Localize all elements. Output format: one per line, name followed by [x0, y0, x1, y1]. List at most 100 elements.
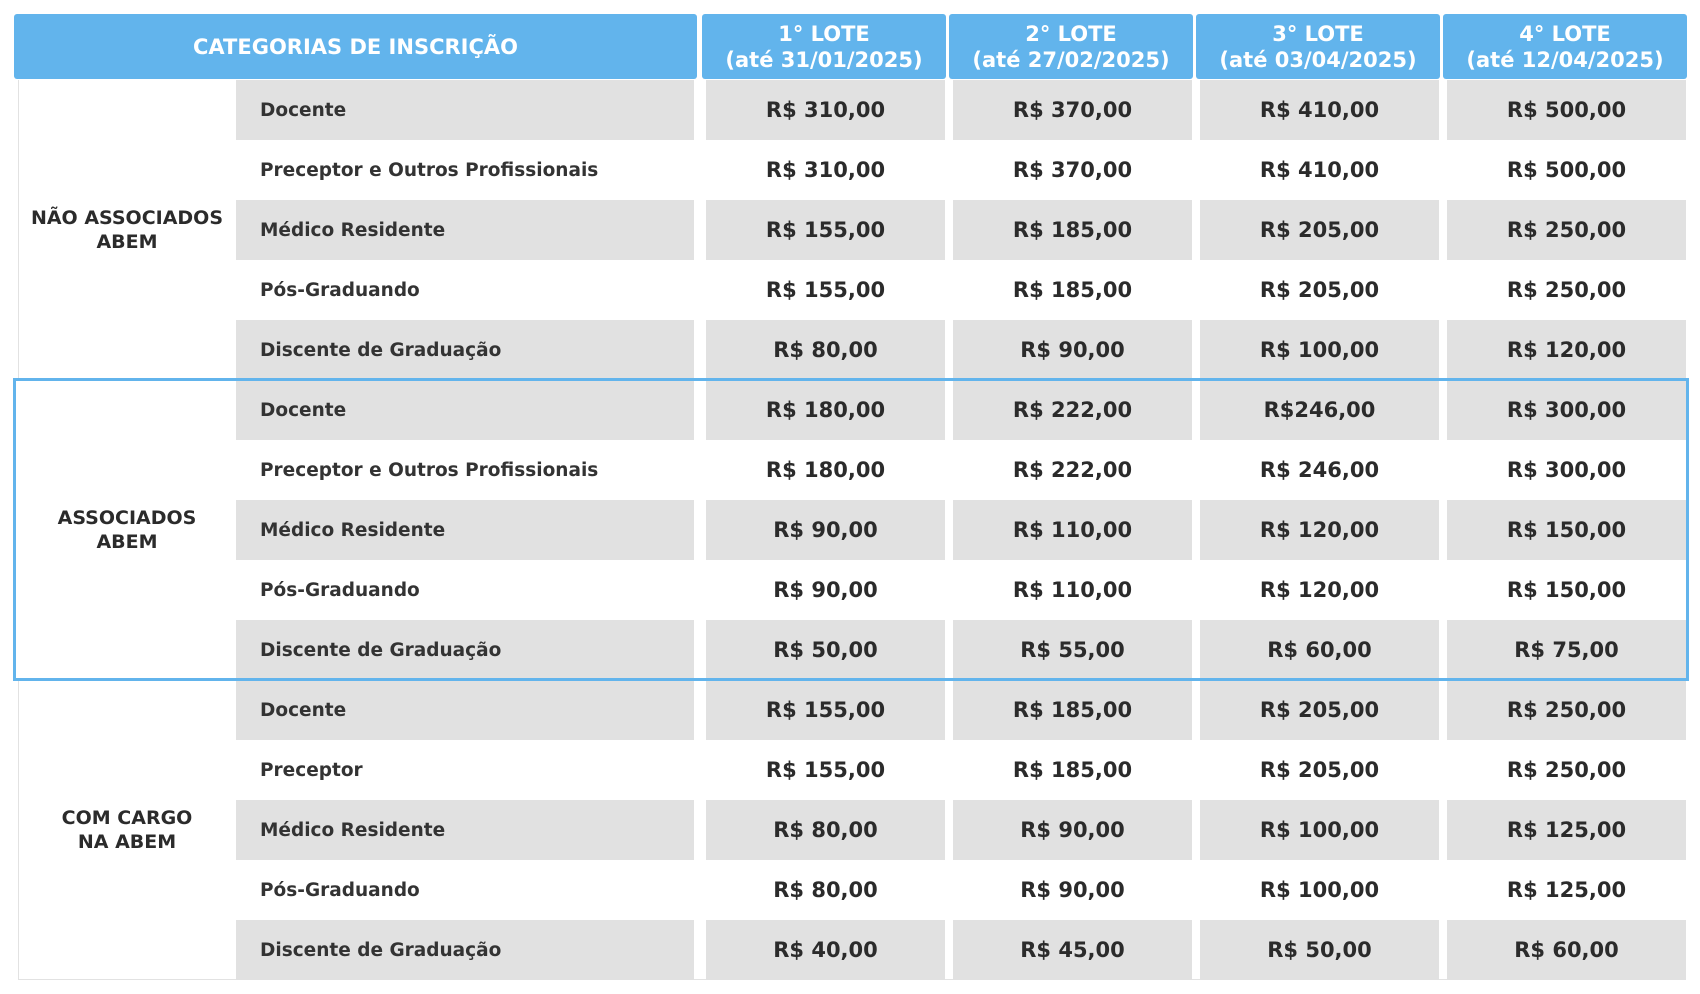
lot-4-header: 4° LOTE (até 12/04/2025): [1443, 14, 1687, 79]
price-cell-lot-1: R$ 40,00: [706, 920, 945, 980]
category-cell: Pós-Graduando: [260, 579, 420, 601]
price-cell-lot-4: R$ 500,00: [1447, 80, 1686, 140]
lot-2-date: (até 27/02/2025): [972, 47, 1170, 72]
price-cell-lot-2: R$ 55,00: [953, 620, 1192, 680]
price-cell-lot-4: R$ 300,00: [1447, 380, 1686, 440]
price-cell-lot-1: R$ 310,00: [765, 158, 886, 182]
table-row: Discente de Graduação R$ 80,00 R$ 90,00 R$ …: [218, 320, 1686, 380]
price-cell-lot-4: R$ 250,00: [1506, 278, 1627, 302]
group-frame-nao-associados: [18, 80, 1686, 380]
price-cell-lot-3: R$ 60,00: [1200, 620, 1439, 680]
category-cell: Discente de Graduação: [236, 620, 694, 680]
price-cell-lot-4: R$ 250,00: [1506, 758, 1627, 782]
table-row: Discente de Graduação R$ 40,00 R$ 45,00 R$ …: [218, 920, 1686, 980]
table-row: Médico Residente R$ 90,00 R$ 110,00 R$ 120,…: [218, 500, 1686, 560]
price-cell-lot-1: R$ 80,00: [773, 878, 878, 902]
category-cell: Médico Residente: [236, 800, 694, 860]
price-cell-lot-2: R$ 90,00: [953, 320, 1192, 380]
price-cell-lot-3: R$ 100,00: [1200, 800, 1439, 860]
price-cell-lot-1: R$ 50,00: [706, 620, 945, 680]
table-row: Docente R$ 310,00 R$ 370,00 R$ 410,00 R$ 500…: [218, 80, 1686, 140]
price-cell-lot-4: R$ 250,00: [1447, 680, 1686, 740]
price-cell-lot-4: R$ 60,00: [1447, 920, 1686, 980]
price-cell-lot-3: R$ 246,00: [1259, 458, 1380, 482]
price-cell-lot-4: R$ 300,00: [1506, 458, 1627, 482]
table-row: Preceptor e Outros Profissionais R$ 180,0…: [218, 440, 1686, 500]
category-cell: Médico Residente: [236, 500, 694, 560]
category-cell: Discente de Graduação: [236, 920, 694, 980]
price-cell-lot-1: R$ 180,00: [765, 458, 886, 482]
price-cell-lot-4: R$ 125,00: [1506, 878, 1627, 902]
price-cell-lot-2: R$ 185,00: [953, 200, 1192, 260]
price-cell-lot-2: R$ 45,00: [953, 920, 1192, 980]
price-cell-lot-3: R$ 50,00: [1200, 920, 1439, 980]
price-cell-lot-1: R$ 80,00: [706, 320, 945, 380]
lot-3-name: 3° LOTE: [1272, 21, 1364, 46]
price-cell-lot-2: R$ 222,00: [1012, 458, 1133, 482]
price-cell-lot-2: R$ 185,00: [1012, 758, 1133, 782]
price-cell-lot-1: R$ 310,00: [706, 80, 945, 140]
price-cell-lot-4: R$ 75,00: [1447, 620, 1686, 680]
price-cell-lot-2: R$ 90,00: [1020, 878, 1125, 902]
price-cell-lot-3: R$ 120,00: [1259, 578, 1380, 602]
price-cell-lot-3: R$ 205,00: [1200, 200, 1439, 260]
price-cell-lot-3: R$ 205,00: [1259, 758, 1380, 782]
lot-3-date: (até 03/04/2025): [1219, 47, 1417, 72]
price-cell-lot-3: R$246,00: [1200, 380, 1439, 440]
group-label-associados: ASSOCIADOS ABEM: [18, 380, 236, 680]
price-cell-lot-3: R$ 120,00: [1200, 500, 1439, 560]
price-cell-lot-3: R$ 205,00: [1259, 278, 1380, 302]
table-row: Preceptor e Outros Profissionais R$ 310,0…: [218, 140, 1686, 200]
price-cell-lot-2: R$ 370,00: [1012, 158, 1133, 182]
category-cell: Discente de Graduação: [236, 320, 694, 380]
lot-3-header: 3° LOTE (até 03/04/2025): [1196, 14, 1440, 79]
lot-2-name: 2° LOTE: [1025, 21, 1117, 46]
lot-1-name: 1° LOTE: [778, 21, 870, 46]
price-cell-lot-1: R$ 90,00: [773, 578, 878, 602]
price-cell-lot-2: R$ 222,00: [953, 380, 1192, 440]
table-row: Discente de Graduação R$ 50,00 R$ 55,00 R$ …: [218, 620, 1686, 680]
price-cell-lot-3: R$ 410,00: [1200, 80, 1439, 140]
table-row: Docente R$ 155,00 R$ 185,00 R$ 205,00 R$ 250…: [218, 680, 1686, 740]
table-row: Pós-Graduando R$ 90,00 R$ 110,00 R$ 120,00 R…: [218, 560, 1686, 620]
price-cell-lot-1: R$ 155,00: [706, 680, 945, 740]
price-cell-lot-2: R$ 110,00: [953, 500, 1192, 560]
price-cell-lot-1: R$ 155,00: [765, 278, 886, 302]
group-label-line2: ABEM: [96, 231, 158, 253]
price-cell-lot-2: R$ 370,00: [953, 80, 1192, 140]
categories-header: CATEGORIAS DE INSCRIÇÃO: [14, 14, 697, 79]
category-cell: Docente: [236, 680, 694, 740]
price-cell-lot-1: R$ 180,00: [706, 380, 945, 440]
price-cell-lot-4: R$ 125,00: [1447, 800, 1686, 860]
group-label-line1: NÃO ASSOCIADOS: [30, 207, 224, 229]
price-cell-lot-4: R$ 150,00: [1506, 578, 1627, 602]
price-cell-lot-2: R$ 185,00: [953, 680, 1192, 740]
price-cell-lot-4: R$ 250,00: [1447, 200, 1686, 260]
category-cell: Médico Residente: [236, 200, 694, 260]
table-row: Preceptor R$ 155,00 R$ 185,00 R$ 205,00 R$ 2…: [218, 740, 1686, 800]
group-label-line1: ASSOCIADOS: [57, 507, 197, 529]
lot-1-date: (até 31/01/2025): [725, 47, 923, 72]
table-row: Pós-Graduando R$ 80,00 R$ 90,00 R$ 100,00 R$…: [218, 860, 1686, 920]
category-cell: Preceptor: [260, 759, 363, 781]
group-label-line1: COM CARGO: [61, 807, 193, 829]
category-cell: Docente: [236, 380, 694, 440]
group-label-nao-associados: NÃO ASSOCIADOS ABEM: [18, 80, 236, 380]
price-cell-lot-2: R$ 90,00: [953, 800, 1192, 860]
table-row: Docente R$ 180,00 R$ 222,00 R$246,00 R$ 300,…: [218, 380, 1686, 440]
category-cell: Preceptor e Outros Profissionais: [260, 159, 599, 181]
price-cell-lot-1: R$ 155,00: [706, 200, 945, 260]
group-label-line2: NA ABEM: [77, 831, 177, 853]
lot-4-date: (até 12/04/2025): [1466, 47, 1664, 72]
category-cell: Pós-Graduando: [260, 279, 420, 301]
lot-4-name: 4° LOTE: [1519, 21, 1611, 46]
price-cell-lot-1: R$ 90,00: [706, 500, 945, 560]
price-cell-lot-3: R$ 100,00: [1259, 878, 1380, 902]
table-row: Médico Residente R$ 155,00 R$ 185,00 R$ 205…: [218, 200, 1686, 260]
table-row: Pós-Graduando R$ 155,00 R$ 185,00 R$ 205,00…: [218, 260, 1686, 320]
group-label-com-cargo: COM CARGO NA ABEM: [18, 680, 236, 980]
price-cell-lot-4: R$ 150,00: [1447, 500, 1686, 560]
price-cell-lot-4: R$ 120,00: [1447, 320, 1686, 380]
lot-2-header: 2° LOTE (até 27/02/2025): [949, 14, 1193, 79]
price-cell-lot-3: R$ 205,00: [1200, 680, 1439, 740]
